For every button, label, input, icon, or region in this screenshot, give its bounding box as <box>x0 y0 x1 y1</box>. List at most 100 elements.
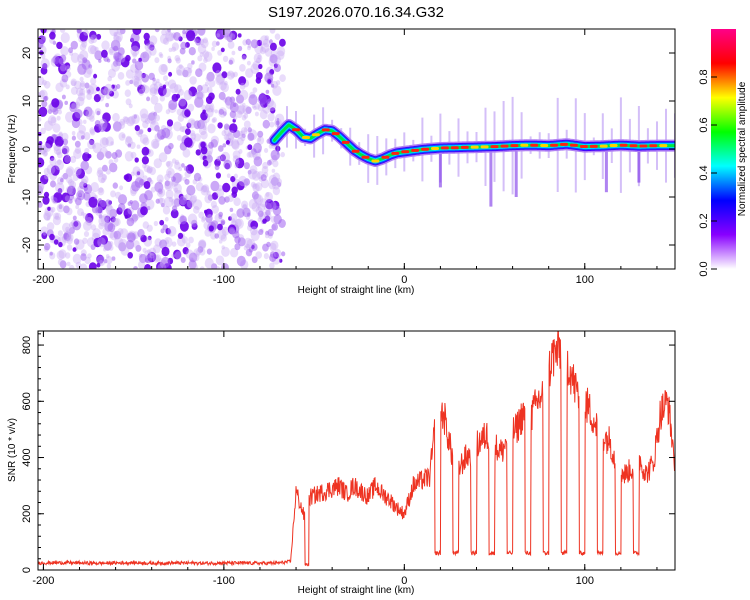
noise-blob <box>233 197 241 207</box>
noise-blob <box>217 155 223 162</box>
signal-peak <box>560 142 568 146</box>
noise-blob <box>133 266 138 269</box>
noise-blob <box>71 131 76 136</box>
noise-blob <box>205 214 213 223</box>
noise-blob <box>89 128 96 136</box>
noise-blob <box>160 256 171 268</box>
signal-peak <box>540 144 549 147</box>
noise-blob <box>231 186 238 195</box>
noise-blob <box>66 233 74 242</box>
noise-blob <box>185 164 194 174</box>
noise-blob <box>125 135 132 144</box>
noise-blob <box>79 76 84 82</box>
noise-blob <box>113 230 122 240</box>
noise-blob <box>230 139 240 149</box>
noise-blob <box>139 108 149 119</box>
noise-blob <box>194 91 203 101</box>
noise-blob <box>240 135 246 142</box>
noise-blob <box>234 219 242 228</box>
noise-blob <box>171 158 177 164</box>
noise-blob <box>202 50 210 59</box>
noise-blob <box>196 90 205 100</box>
noise-blob <box>100 86 109 96</box>
noise-blob <box>84 147 90 155</box>
noise-blob <box>258 229 264 235</box>
noise-blob <box>41 53 46 60</box>
noise-blob <box>133 240 140 249</box>
noise-blob <box>260 42 270 53</box>
noise-blob <box>262 119 270 129</box>
noise-blob <box>130 45 140 57</box>
noise-blob <box>188 236 194 244</box>
noise-blob <box>193 37 198 43</box>
noise-blob <box>247 144 253 151</box>
noise-blob <box>207 194 214 201</box>
noise-blob <box>211 205 219 214</box>
noise-blob <box>249 165 258 175</box>
noise-blob <box>205 101 215 113</box>
noise-blob <box>161 246 170 257</box>
noise-blob <box>270 251 276 258</box>
noise-blob <box>100 177 106 183</box>
noise-blob <box>197 43 207 54</box>
noise-blob <box>69 264 75 269</box>
noise-blob <box>55 159 64 171</box>
noise-blob <box>77 29 82 34</box>
noise-blob <box>128 103 133 109</box>
noise-blob <box>193 206 200 214</box>
noise-blob <box>141 156 149 165</box>
noise-blob <box>272 172 281 182</box>
noise-blob <box>197 246 204 253</box>
noise-blob <box>76 168 85 179</box>
noise-blob <box>206 86 213 94</box>
noise-blob <box>147 127 152 133</box>
noise-blob <box>156 78 160 83</box>
noise-blob <box>96 33 102 40</box>
noise-blob <box>140 113 149 123</box>
noise-blob <box>241 126 248 135</box>
noise-blob <box>125 80 131 86</box>
noise-blob <box>124 151 134 162</box>
noise-blob <box>130 200 140 211</box>
noise-blob <box>217 223 223 231</box>
noise-blob <box>60 178 64 183</box>
noise-blob <box>259 198 268 208</box>
noise-blob <box>189 130 196 137</box>
noise-blob <box>238 76 247 86</box>
noise-blob <box>176 108 183 116</box>
noise-blob <box>245 68 254 78</box>
noise-blob <box>275 152 281 159</box>
noise-blob <box>274 33 281 40</box>
signal-peak <box>619 143 628 147</box>
noise-blob <box>245 248 253 257</box>
noise-blob <box>103 87 111 96</box>
noise-blob <box>269 54 278 64</box>
noise-blob <box>68 179 75 187</box>
noise-blob <box>205 104 211 112</box>
noise-blob <box>59 260 67 269</box>
noise-blob <box>165 81 169 86</box>
signal-peak <box>331 132 340 136</box>
noise-blob <box>226 173 231 178</box>
noise-blob <box>72 173 79 181</box>
noise-blob <box>192 253 200 262</box>
noise-blob <box>234 243 241 251</box>
noise-blob <box>127 252 133 259</box>
noise-blob <box>272 186 281 196</box>
noise-blob <box>245 243 250 250</box>
noise-blob <box>80 160 89 171</box>
noise-blob <box>144 43 151 51</box>
noise-blob <box>66 175 73 184</box>
noise-blob <box>98 89 107 99</box>
noise-blob <box>38 143 43 153</box>
noise-blob <box>96 262 101 268</box>
noise-blob <box>116 29 124 36</box>
noise-blob <box>60 32 70 44</box>
noise-blob <box>210 180 220 192</box>
snr-panel: -200 -100 0 100 0 200 400 600 800 Height of str… <box>7 330 676 596</box>
noise-blob <box>142 85 150 94</box>
noise-blob <box>257 210 264 218</box>
noise-blob <box>257 217 262 222</box>
noise-blob <box>64 155 71 163</box>
noise-blob <box>119 185 124 191</box>
